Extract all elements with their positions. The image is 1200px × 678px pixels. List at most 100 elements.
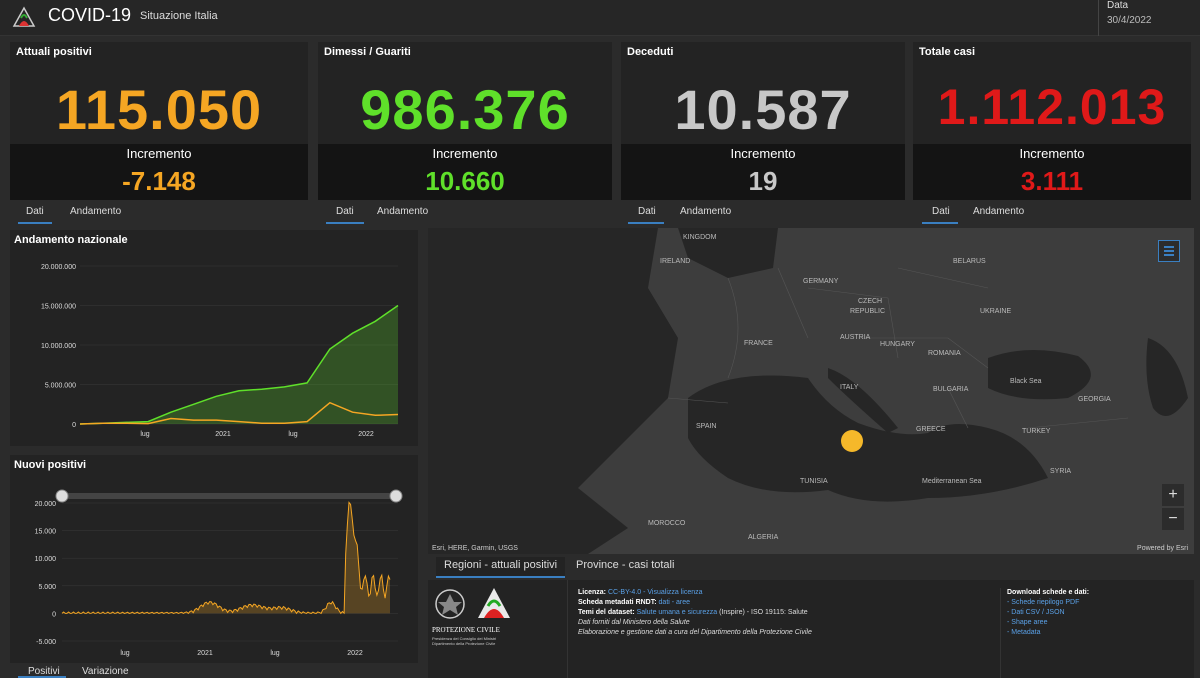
tab-dati[interactable]: Dati [628,202,664,224]
tab-andamento[interactable]: Andamento [377,206,429,217]
licenza-link[interactable]: CC-BY-4.0 - Visualizza licenza [607,589,703,596]
series-line [79,401,399,425]
card-value: 115.050 [55,78,263,141]
download-link[interactable]: - Schede riepilogo PDF [1007,599,1080,606]
map-legend-button[interactable] [1158,240,1180,262]
map-label: GERMANY [803,278,839,285]
x-tick-label: 2022 [358,431,374,438]
andamento-nazionale-panel: Andamento nazionale 20.000.000 15.000.000… [10,230,418,446]
info-line: Elaborazione e gestione dati a cura del … [578,629,812,636]
italy-marker[interactable] [841,430,863,452]
andamento-chart[interactable]: 20.000.000 15.000.000 10.000.000 5.000.000 0… [10,230,418,446]
time-slider-track [62,493,396,499]
increment-value: 3.111 [1020,166,1084,196]
map-attribution: Esri, HERE, Garmin, USGS [432,545,518,552]
app-title: COVID-19 [48,5,132,25]
nuovi-positivi-chart[interactable]: 20.000 15.000 10.000 5.000 0 -5.000 lug 2021 lug… [10,455,418,663]
zoom-in-button[interactable]: + [1162,484,1184,506]
x-tick-label: 2021 [197,650,213,657]
info-panel: PROTEZIONE CIVILE Presidenza del Consigl… [428,580,1194,678]
nuovi-positivi-panel: Nuovi positivi 20.000 15.000 10.000 5.000 0 -… [10,455,418,663]
protezione-civile-logo-icon [12,6,36,27]
y-tick-label: 15.000 [35,529,57,536]
tab-dati[interactable]: Dati [18,202,52,224]
card-label: Totale casi [919,46,976,58]
map-label: FRANCE [744,340,773,347]
list-icon [1164,246,1174,256]
logo-text: Dipartimento della Protezione Civile [432,641,496,646]
logo-text: PROTEZIONE CIVILE [432,626,500,634]
tab-province[interactable]: Province - casi totali [576,559,675,571]
licenza-label: Licenza: [578,589,607,596]
series-area [80,305,398,424]
temi-label: Temi del dataset: [578,609,635,616]
x-tick-label: lug [120,650,129,657]
map-view[interactable]: KINGDOM IRELAND GERMANY CZECH REPUBLIC B… [428,228,1194,554]
temi-link[interactable]: Salute umana e sicurezza [636,609,718,616]
date-value: 30/4/2022 [1107,15,1152,26]
map-label: UKRAINE [980,308,1012,315]
x-tick-label: 2021 [215,431,231,438]
map-powered-by[interactable]: Powered by Esri [1137,545,1188,552]
map-label: GREECE [916,426,946,433]
card-increment-box: Incremento 19 [621,144,905,200]
map-label: BULGARIA [933,386,969,393]
map-label: SPAIN [696,423,717,430]
card-tabs-1: Dati Andamento [18,202,308,224]
map-canvas[interactable] [428,228,1194,554]
download-link[interactable]: - Shape aree [1007,619,1048,626]
card-tabs-4: Dati Andamento [922,202,1192,224]
card-increment-box: Incremento 3.111 [913,144,1191,200]
zoom-out-button[interactable]: − [1162,508,1184,530]
panel-title: Nuovi positivi [14,459,87,471]
date-label: Data [1107,0,1129,11]
card-value: 10.587 [674,78,852,141]
y-tick-label: 5.000 [38,584,56,591]
app-header: COVID-19 Situazione Italia Data 30/4/202… [0,0,1200,36]
tab-regioni[interactable]: Regioni - attuali positivi [436,557,566,578]
series-area [62,502,390,614]
x-tick-label: lug [288,431,297,438]
map-label: REPUBLIC [850,308,886,315]
info-logos: PROTEZIONE CIVILE Presidenza del Consigl… [428,580,568,678]
download-link[interactable]: - Dati CSV / JSON [1007,609,1065,616]
map-label: SYRIA [1050,468,1072,475]
x-tick-label: lug [270,650,279,657]
y-tick-label: 15.000.000 [41,304,76,311]
increment-label: Incremento [730,146,796,161]
tab-variazione[interactable]: Variazione [82,666,129,677]
map-tabs: Regioni - attuali positivi Province - ca… [428,554,1194,580]
increment-value: -7.148 [122,166,196,196]
x-tick-label: 2022 [347,650,363,657]
increment-value: 19 [748,166,778,196]
map-label: AUSTRIA [840,334,871,341]
card-attuali-positivi: Attuali positivi 115.050 Incremento -7.1… [10,42,308,200]
map-label: GEORGIA [1078,396,1111,403]
map-label: MOROCCO [648,520,686,527]
y-tick-label: 20.000 [35,501,57,508]
tab-dati[interactable]: Dati [922,202,958,224]
map-label: ROMANIA [928,350,961,357]
tab-positivi[interactable]: Positivi [18,666,66,678]
info-text: Licenza: CC-BY-4.0 - Visualizza licenza … [578,588,998,638]
tab-andamento[interactable]: Andamento [973,206,1025,217]
download-link[interactable]: - Metadata [1007,629,1041,636]
increment-value: 10.660 [425,166,505,196]
card-deceduti: Deceduti 10.587 Incremento 19 [621,42,905,200]
card-increment-box: Incremento -7.148 [10,144,308,200]
y-tick-label: 10.000 [35,556,57,563]
tab-andamento[interactable]: Andamento [680,206,732,217]
emblem-icon [435,589,465,619]
download-title: Download schede e dati: [1007,589,1090,596]
y-tick-label: -5.000 [36,639,56,646]
y-tick-label: 0 [52,611,56,618]
tab-dati[interactable]: Dati [326,202,364,224]
scheda-link[interactable]: dati - aree [658,599,691,606]
card-value: 986.376 [360,78,570,141]
logo-text: Presidenza del Consiglio dei Ministri [432,636,497,641]
map-label: IRELAND [660,258,691,265]
info-line: Dati forniti dal Ministero della Salute [578,619,690,626]
map-label: ALGERIA [748,534,779,541]
map-label: Black Sea [1010,378,1042,385]
tab-andamento[interactable]: Andamento [70,206,122,217]
